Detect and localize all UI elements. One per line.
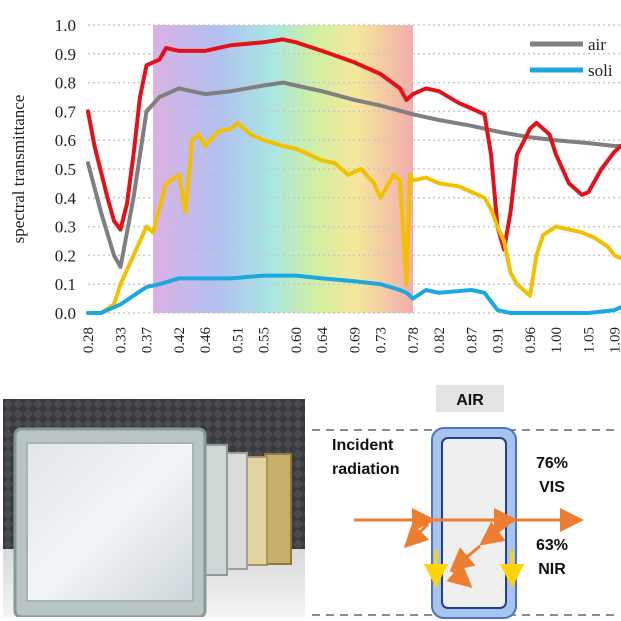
- x-tick-label: 0.78: [406, 327, 422, 353]
- x-tick-label: 0.51: [231, 327, 247, 353]
- vis-percent: 76%: [536, 455, 568, 472]
- air-glass-diagram: AIR Incident radiation 76% VIS 63% NIR: [312, 385, 617, 619]
- y-tick-label: 0.5: [55, 160, 76, 179]
- series-line-3: [86, 273, 621, 315]
- glass-block-cavity: [441, 437, 507, 609]
- y-tick-label: 0.4: [55, 189, 77, 208]
- y-tick-label: 0.2: [55, 246, 76, 265]
- x-tick-label: 0.46: [198, 327, 214, 354]
- absorbed-arrows: [424, 550, 524, 588]
- legend-label: air: [588, 35, 606, 54]
- x-tick-label: 0.60: [289, 327, 305, 353]
- incident-text-1: Incident: [332, 437, 394, 454]
- x-tick-label: 1.00: [549, 327, 565, 353]
- y-tick-label: 0.7: [55, 102, 77, 121]
- x-tick-label: 0.73: [374, 327, 390, 353]
- spectral-chart: 0.0 0.1 0.2 0.3 0.4 0.5 0.6 0.7 0.8 0.9 1.0 0.28 0.3…: [9, 16, 621, 354]
- vis-label: VIS: [539, 479, 565, 496]
- y-tick-label: 0.3: [55, 218, 76, 237]
- nir-percent: 63%: [536, 537, 568, 554]
- y-tick-label: 1.0: [55, 16, 76, 35]
- x-tick-label: 0.91: [491, 327, 507, 353]
- x-tick-label: 0.64: [315, 327, 331, 354]
- glass-block-photo: [3, 399, 305, 617]
- x-tick-label: 0.69: [348, 327, 364, 353]
- x-tick-label: 0.28: [81, 327, 97, 353]
- series-line-2: [86, 120, 621, 315]
- x-tick-label: 0.37: [140, 327, 156, 354]
- x-tick-label: 1.09: [608, 327, 621, 353]
- radiation-arrows: [354, 508, 584, 588]
- x-tick-label: 1.05: [582, 327, 598, 353]
- x-tick-label: 0.96: [523, 327, 539, 354]
- series-line-0: [86, 80, 621, 269]
- y-tick-label: 0.0: [55, 304, 76, 323]
- y-tick-label: 0.1: [55, 275, 76, 294]
- y-tick-label: 0.8: [55, 74, 76, 93]
- legend-label: soli: [588, 61, 613, 80]
- y-axis-label: spectral transmittance: [9, 95, 28, 244]
- series-line-1: [86, 37, 621, 252]
- nir-label: NIR: [538, 561, 566, 578]
- incident-text-2: radiation: [332, 461, 400, 478]
- x-tick-label: 0.33: [114, 327, 130, 353]
- x-tick-label: 0.55: [257, 327, 273, 353]
- air-label: AIR: [456, 392, 484, 409]
- y-tick-label: 0.9: [55, 45, 76, 64]
- x-tick-label: 0.87: [465, 327, 481, 354]
- air-label-box: [436, 385, 504, 412]
- y-tick-label: 0.6: [55, 131, 76, 150]
- x-tick-label: 0.42: [172, 327, 188, 353]
- x-tick-label: 0.82: [432, 327, 448, 353]
